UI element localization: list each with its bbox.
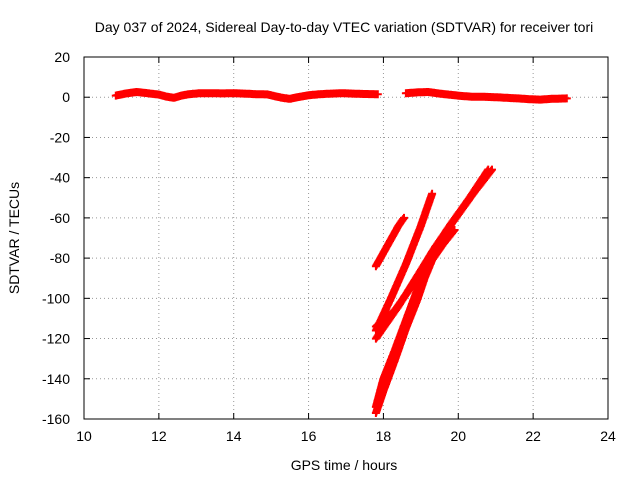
x-axis-label: GPS time / hours — [291, 457, 398, 473]
data-segment-0 — [111, 88, 382, 103]
data-segment-2 — [371, 213, 408, 271]
x-tick-label: 18 — [376, 428, 392, 444]
y-tick-label: -100 — [42, 290, 70, 306]
y-axis-label: SDTVAR / TECUs — [6, 182, 22, 294]
x-tick-label: 24 — [600, 428, 616, 444]
y-tick-label: -20 — [50, 129, 70, 145]
x-tick-label: 22 — [525, 428, 541, 444]
y-tick-label: -120 — [42, 331, 70, 347]
y-tick-label: -80 — [50, 250, 70, 266]
data-segment-1 — [401, 88, 571, 104]
x-tick-label: 16 — [301, 428, 317, 444]
x-tick-label: 14 — [226, 428, 242, 444]
x-tick-label: 12 — [151, 428, 167, 444]
x-tick-label: 20 — [450, 428, 466, 444]
data-segment-7 — [371, 248, 440, 411]
y-tick-label: 20 — [54, 49, 70, 65]
y-tick-label: -140 — [42, 371, 70, 387]
y-tick-label: -40 — [50, 170, 70, 186]
y-tick-label: 0 — [62, 89, 70, 105]
x-tick-label: 10 — [76, 428, 92, 444]
y-tick-label: -60 — [50, 210, 70, 226]
chart-title: Day 037 of 2024, Sidereal Day-to-day VTE… — [95, 19, 594, 35]
y-tick-label: -160 — [42, 411, 70, 427]
plot-frame — [83, 56, 609, 420]
